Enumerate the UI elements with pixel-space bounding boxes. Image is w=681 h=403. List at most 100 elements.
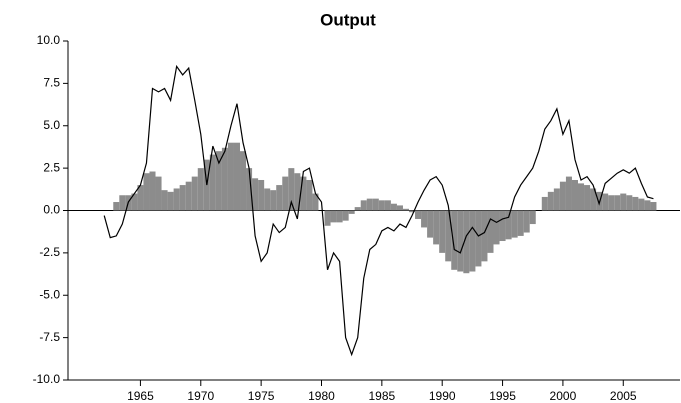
area-bar: [565, 176, 572, 211]
x-tick-label: 2005: [610, 389, 637, 403]
x-tick-label: 1995: [489, 389, 516, 403]
area-bar: [384, 200, 391, 211]
area-bar: [233, 142, 241, 211]
area-bar: [240, 151, 247, 211]
area-bar: [288, 168, 295, 211]
area-bar: [590, 188, 597, 211]
area-bar: [493, 210, 500, 245]
area-bar: [197, 168, 204, 211]
area-bar: [336, 210, 343, 223]
area-bar: [348, 210, 355, 214]
area-bar: [626, 195, 633, 211]
area-bar: [487, 210, 494, 253]
area-bar: [246, 168, 253, 211]
area-bar: [578, 183, 585, 211]
area-bar: [143, 173, 150, 211]
area-bar: [632, 196, 639, 211]
area-bar: [547, 191, 554, 211]
area-bar: [294, 173, 301, 211]
area-bar: [209, 154, 216, 211]
area-bar: [258, 179, 265, 211]
area-bar: [559, 181, 566, 211]
area-bar: [161, 190, 168, 211]
area-bar: [221, 147, 228, 211]
y-tick-label: 5.0: [43, 118, 60, 132]
area-bar: [421, 210, 428, 228]
area-bar: [282, 176, 289, 211]
area-bar: [602, 193, 609, 211]
area-bar: [608, 195, 615, 211]
area-bar: [415, 210, 422, 219]
area-bar: [644, 200, 651, 211]
line: [103, 64, 654, 357]
area-bar: [300, 176, 307, 211]
area-bar: [499, 210, 506, 242]
area-bar: [571, 179, 578, 211]
area-bar: [167, 191, 174, 211]
area-bar: [596, 191, 603, 211]
area-bar: [481, 210, 488, 262]
area-bar: [517, 210, 524, 236]
area-bar: [523, 210, 530, 233]
area-bar: [475, 210, 482, 267]
y-tick-label: 7.5: [43, 76, 60, 90]
y-tick-label: -2.5: [39, 245, 60, 259]
area-bar: [433, 210, 440, 245]
area-bar: [553, 188, 560, 211]
area-bar: [173, 188, 180, 211]
area-bar: [378, 200, 385, 211]
area-bar: [620, 193, 627, 211]
area-bar: [505, 210, 512, 240]
area-bar: [638, 198, 645, 211]
area-bar: [264, 188, 271, 211]
x-tick-label: 1980: [308, 389, 335, 403]
y-tick-label: 2.5: [43, 160, 60, 174]
area-bar: [342, 210, 349, 221]
area-bar: [179, 185, 186, 211]
area-bar: [227, 142, 234, 211]
area-bar: [541, 196, 548, 211]
x-tick-label: 1970: [187, 389, 214, 403]
area-bar: [113, 202, 120, 211]
x-tick-label: 1990: [429, 389, 456, 403]
x-tick-label: 1985: [368, 389, 395, 403]
area-bar: [191, 176, 198, 211]
area-bar: [330, 210, 337, 223]
area-bar: [614, 195, 621, 211]
area-bar: [354, 207, 361, 211]
area-bar: [185, 181, 192, 211]
area-bar: [360, 200, 367, 211]
area-bar: [427, 210, 434, 238]
y-tick-label: 10.0: [37, 33, 61, 47]
y-tick-label: 0.0: [43, 203, 60, 217]
y-tick-label: -5.0: [39, 287, 60, 301]
area-bar: [312, 193, 319, 211]
y-tick-label: -10.0: [33, 372, 61, 386]
x-tick-label: 1965: [127, 389, 154, 403]
area-bar: [270, 190, 277, 211]
area-bar: [215, 151, 222, 211]
y-tick-label: -7.5: [39, 330, 60, 344]
area-bar: [149, 171, 156, 211]
area-bar: [366, 198, 373, 211]
area-bar: [650, 202, 657, 211]
area-bar: [252, 178, 259, 211]
area-bar: [402, 208, 410, 211]
area-bar: [584, 185, 591, 211]
area-bar: [445, 210, 452, 262]
area-bar: [463, 210, 470, 274]
area-bar: [469, 210, 476, 272]
area-bar: [529, 210, 536, 225]
area-bar: [372, 198, 379, 211]
area-bar: [390, 203, 397, 211]
area-bar: [439, 210, 446, 253]
area-bar: [137, 185, 144, 211]
area-bar: [131, 193, 138, 211]
x-tick-label: 1975: [248, 389, 275, 403]
area-bar: [396, 205, 403, 211]
chart-title: Output: [320, 10, 376, 29]
x-tick-label: 2000: [550, 389, 577, 403]
area-bar: [155, 176, 162, 211]
area-bar: [119, 195, 126, 211]
